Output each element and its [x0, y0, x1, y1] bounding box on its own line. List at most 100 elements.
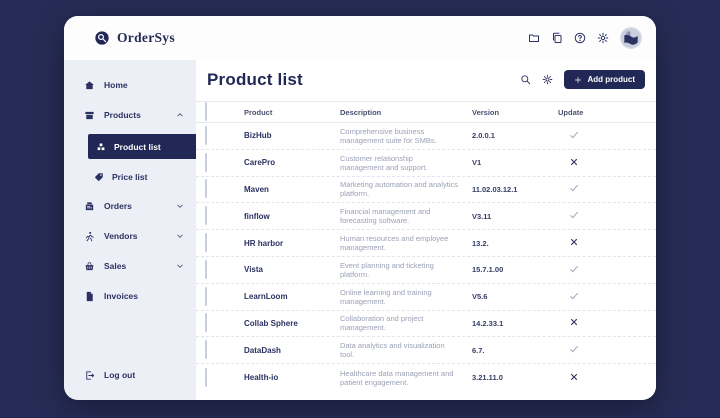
chevron-down-icon	[176, 232, 184, 240]
description-cell: Financial management and forecasting sof…	[340, 207, 431, 226]
sidebar-item-product-list[interactable]: Product list	[88, 134, 196, 159]
description-cell: Collaboration and project management.	[340, 314, 424, 333]
version-cell: 3.21.11.0	[472, 373, 503, 383]
table-row: Health-io Healthcare data management and…	[196, 364, 656, 391]
copy-icon[interactable]	[551, 32, 563, 44]
version-cell: V1	[472, 158, 482, 168]
main-header: Product list Add product	[196, 60, 656, 93]
description-cell: Healthcare data management and patient e…	[340, 368, 454, 387]
product-cell: LearnLoom	[244, 292, 288, 302]
update-check-icon	[569, 264, 579, 274]
app-window: OrderSys Home Products	[64, 16, 656, 400]
table-settings-icon[interactable]	[542, 74, 553, 85]
topbar: OrderSys	[64, 16, 656, 60]
logout-icon	[84, 370, 95, 381]
row-checkbox[interactable]	[205, 340, 207, 360]
home-icon	[84, 80, 95, 91]
table-body: BizHub Comprehensive business management…	[196, 123, 656, 400]
table-header-row: Product Description Version Update	[196, 101, 656, 123]
sidebar-item-price-list[interactable]: Price list	[64, 165, 196, 189]
sidebar-item-products[interactable]: Products	[64, 104, 196, 126]
column-header-description: Description	[340, 107, 382, 117]
add-product-label: Add product	[587, 75, 635, 84]
sales-icon	[84, 261, 95, 272]
select-all-checkbox[interactable]	[205, 102, 207, 121]
product-cell: Vista	[244, 265, 263, 275]
version-cell: 14.2.33.1	[472, 318, 504, 328]
sidebar-item-label: Sales	[104, 261, 127, 271]
row-checkbox[interactable]	[205, 125, 207, 145]
cubes-icon	[96, 142, 106, 152]
table-row: LearnLoom Online learning and training m…	[196, 284, 656, 311]
orders-icon	[84, 201, 95, 212]
update-cross-icon	[569, 372, 579, 382]
sidebar-item-sales[interactable]: Sales	[64, 255, 196, 277]
table-row: DataDash Data analytics and visualizatio…	[196, 337, 656, 365]
update-check-icon	[569, 291, 579, 301]
description-cell: Customer relationship management and sup…	[340, 153, 428, 172]
row-checkbox[interactable]	[205, 286, 207, 306]
folder-icon[interactable]	[528, 32, 540, 44]
row-checkbox[interactable]	[205, 367, 207, 387]
tag-icon	[94, 172, 104, 182]
header-actions: Add product	[520, 70, 645, 89]
product-cell: DataDash	[244, 345, 281, 355]
user-avatar[interactable]	[620, 27, 642, 49]
update-check-icon	[569, 344, 579, 354]
sidebar-item-invoices[interactable]: Invoices	[64, 285, 196, 307]
row-checkbox[interactable]	[205, 259, 207, 279]
table-row: Vista Event planning and ticketing platf…	[196, 257, 656, 284]
product-cell: HR harbor	[244, 238, 284, 248]
version-cell: V3.11	[472, 211, 492, 221]
sidebar-item-label: Vendors	[104, 231, 138, 241]
plus-icon	[574, 76, 582, 84]
sidebar: Home Products Product list Price list	[64, 60, 196, 400]
product-cell: BizHub	[244, 131, 272, 141]
app-logo: OrderSys	[94, 30, 175, 46]
table-row: BizHub Comprehensive business management…	[196, 123, 656, 150]
description-cell: Event planning and ticketing platform.	[340, 260, 434, 279]
product-cell: CarePro	[244, 158, 276, 168]
row-checkbox[interactable]	[205, 152, 207, 172]
add-product-button[interactable]: Add product	[564, 70, 645, 89]
update-cross-icon	[569, 157, 579, 167]
page-title: Product list	[207, 69, 303, 89]
row-checkbox[interactable]	[205, 206, 207, 226]
app-name: OrderSys	[117, 30, 175, 45]
sidebar-item-orders[interactable]: Orders	[64, 195, 196, 217]
row-checkbox[interactable]	[205, 179, 207, 199]
description-cell: Comprehensive business management suite …	[340, 126, 437, 145]
table-row: Collab Sphere Collaboration and project …	[196, 311, 656, 338]
chevron-down-icon	[176, 262, 184, 270]
sidebar-item-label: Invoices	[104, 291, 139, 301]
table-row: finflow Financial management and forecas…	[196, 203, 656, 231]
version-cell: 13.2.	[472, 238, 489, 248]
logout-button[interactable]: Log out	[64, 364, 196, 386]
description-cell: Human resources and employee management.	[340, 234, 449, 253]
description-cell: Data analytics and visualization tool.	[340, 341, 445, 360]
update-check-icon	[569, 183, 579, 193]
logo-magnifier-icon	[94, 30, 110, 46]
sidebar-item-vendors[interactable]: Vendors	[64, 225, 196, 247]
help-icon[interactable]	[574, 32, 586, 44]
column-header-update: Update	[558, 107, 584, 117]
update-check-icon	[569, 130, 579, 140]
version-cell: 2.0.0.1	[472, 131, 495, 141]
version-cell: 15.7.1.00	[472, 265, 504, 275]
table-row: Maven Marketing automation and analytics…	[196, 177, 656, 204]
update-check-icon	[569, 210, 579, 220]
search-icon[interactable]	[520, 74, 531, 85]
sidebar-item-home[interactable]: Home	[64, 74, 196, 96]
product-cell: Health-io	[244, 373, 279, 383]
description-cell: Online learning and training management.	[340, 287, 432, 306]
update-cross-icon	[569, 237, 579, 247]
sidebar-item-label: Product list	[114, 141, 161, 152]
sidebar-item-label: Price list	[112, 172, 148, 182]
chevron-up-icon	[176, 111, 184, 119]
version-cell: V5.6	[472, 292, 488, 302]
column-header-version: Version	[472, 107, 500, 117]
row-checkbox[interactable]	[205, 313, 207, 333]
row-checkbox[interactable]	[205, 233, 207, 253]
settings-icon[interactable]	[597, 32, 609, 44]
description-cell: Marketing automation and analytics platf…	[340, 180, 458, 199]
